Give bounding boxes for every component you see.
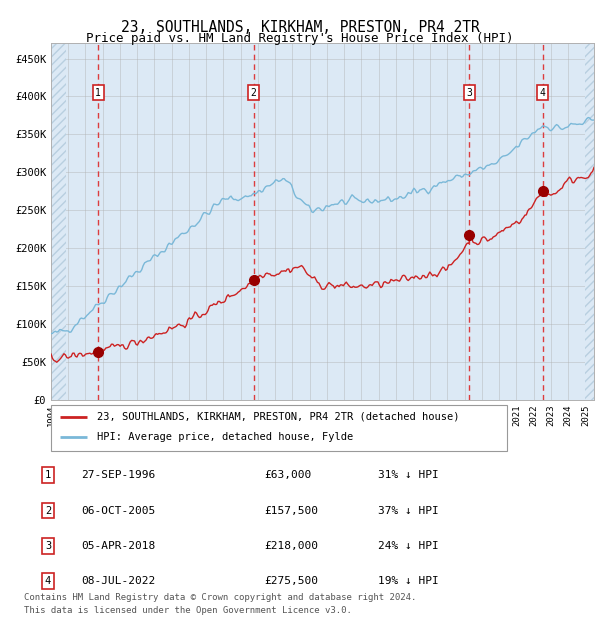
Text: 4: 4 [539,87,545,98]
Text: 05-APR-2018: 05-APR-2018 [81,541,155,551]
Text: 3: 3 [45,541,51,551]
Text: HPI: Average price, detached house, Fylde: HPI: Average price, detached house, Fyld… [97,432,353,443]
Text: 37% ↓ HPI: 37% ↓ HPI [378,505,439,516]
Text: 06-OCT-2005: 06-OCT-2005 [81,505,155,516]
Text: 2: 2 [45,505,51,516]
Text: £63,000: £63,000 [264,470,311,480]
Text: 24% ↓ HPI: 24% ↓ HPI [378,541,439,551]
Text: Price paid vs. HM Land Registry's House Price Index (HPI): Price paid vs. HM Land Registry's House … [86,32,514,45]
Text: 23, SOUTHLANDS, KIRKHAM, PRESTON, PR4 2TR (detached house): 23, SOUTHLANDS, KIRKHAM, PRESTON, PR4 2T… [97,412,459,422]
Text: This data is licensed under the Open Government Licence v3.0.: This data is licensed under the Open Gov… [24,606,352,615]
Text: £275,500: £275,500 [264,576,318,587]
Text: 27-SEP-1996: 27-SEP-1996 [81,470,155,480]
Bar [51,43,65,400]
Text: 19% ↓ HPI: 19% ↓ HPI [378,576,439,587]
Text: Contains HM Land Registry data © Crown copyright and database right 2024.: Contains HM Land Registry data © Crown c… [24,593,416,603]
Text: £157,500: £157,500 [264,505,318,516]
Text: £218,000: £218,000 [264,541,318,551]
FancyBboxPatch shape [51,405,507,451]
Text: 1: 1 [95,87,101,98]
Text: 23, SOUTHLANDS, KIRKHAM, PRESTON, PR4 2TR: 23, SOUTHLANDS, KIRKHAM, PRESTON, PR4 2T… [121,20,479,35]
Text: 31% ↓ HPI: 31% ↓ HPI [378,470,439,480]
Text: 08-JUL-2022: 08-JUL-2022 [81,576,155,587]
Text: 3: 3 [466,87,472,98]
Text: 4: 4 [45,576,51,587]
Text: 2: 2 [251,87,257,98]
Bar [586,43,600,400]
Text: 1: 1 [45,470,51,480]
